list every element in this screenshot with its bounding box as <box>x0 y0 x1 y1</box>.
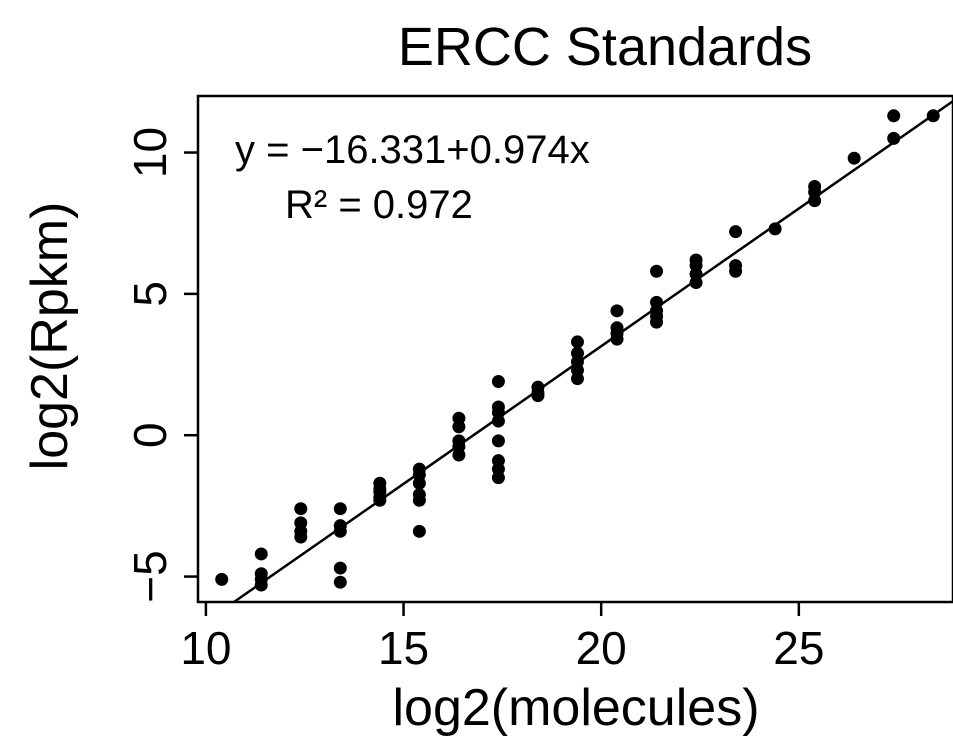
data-point <box>610 304 624 318</box>
data-point <box>294 530 308 544</box>
y-tick-label: 5 <box>124 281 176 307</box>
data-point <box>373 493 387 507</box>
plot-frame <box>196 94 953 604</box>
data-point <box>333 502 347 516</box>
x-tick-label: 20 <box>576 622 627 674</box>
equation-annotation: y = −16.331+0.974x <box>235 128 590 172</box>
data-point <box>333 575 347 589</box>
data-point <box>412 524 426 538</box>
data-point <box>412 476 426 490</box>
data-point <box>808 194 822 208</box>
data-point <box>254 547 268 561</box>
data-point <box>254 578 268 592</box>
data-point <box>650 264 664 278</box>
data-point <box>294 502 308 516</box>
data-point <box>491 434 505 448</box>
data-point <box>768 222 782 236</box>
y-axis-label: log2(Rpkm) <box>21 202 79 471</box>
data-point <box>452 420 466 434</box>
x-tick-label: 10 <box>180 622 231 674</box>
data-point <box>689 276 703 290</box>
data-point <box>729 264 743 278</box>
data-point <box>570 335 584 349</box>
y-tick-label: 0 <box>124 422 176 448</box>
x-tick-label: 25 <box>773 622 824 674</box>
chart-title: ERCC Standards <box>398 17 812 77</box>
x-axis: 10 15 20 25 <box>180 602 824 674</box>
regression-line <box>233 100 953 604</box>
data-point <box>333 561 347 575</box>
data-point <box>491 375 505 389</box>
data-point <box>491 471 505 485</box>
fit-layer <box>233 100 953 604</box>
y-tick-label: 10 <box>124 127 176 178</box>
data-point <box>847 151 861 165</box>
data-point <box>215 572 229 586</box>
points-layer <box>215 109 940 592</box>
data-point <box>926 109 940 123</box>
data-point <box>729 225 743 239</box>
data-point <box>452 448 466 462</box>
r-squared-annotation: R² = 0.972 <box>285 183 473 227</box>
data-point <box>650 315 664 329</box>
data-point <box>491 414 505 428</box>
y-tick-label: −5 <box>124 550 176 602</box>
data-point <box>887 109 901 123</box>
data-point <box>333 524 347 538</box>
data-point <box>887 131 901 145</box>
x-tick-label: 15 <box>378 622 429 674</box>
data-point <box>412 493 426 507</box>
data-point <box>570 372 584 386</box>
x-axis-label: log2(molecules) <box>392 679 759 737</box>
data-point <box>531 389 545 403</box>
data-point <box>610 332 624 346</box>
y-axis: −5 0 5 10 <box>124 127 198 603</box>
